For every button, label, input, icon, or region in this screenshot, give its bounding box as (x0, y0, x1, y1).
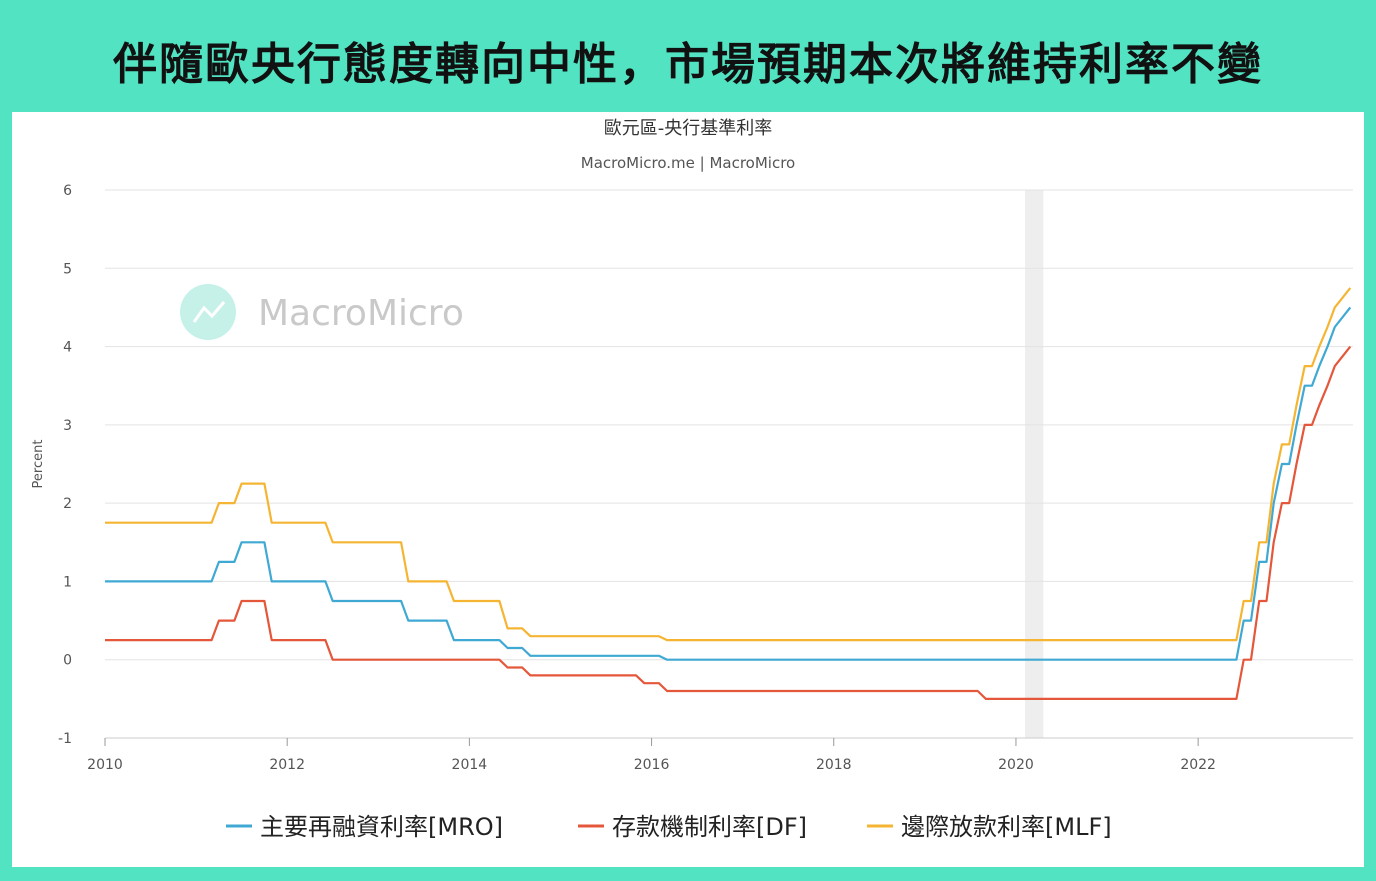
watermark: MacroMicro (180, 284, 464, 340)
legend-label[interactable]: 主要再融資利率[MRO] (260, 813, 503, 841)
y-tick-label: -1 (58, 731, 72, 747)
chart-subtitle: MacroMicro.me | MacroMicro (581, 154, 795, 172)
shaded-period (1025, 190, 1044, 738)
x-tick-label: 2014 (452, 757, 488, 773)
x-tick-label: 2012 (269, 757, 305, 773)
x-tick-label: 2020 (998, 757, 1034, 773)
legend: 主要再融資利率[MRO] 存款機制利率[DF] 邊際放款利率[MLF] (226, 813, 1112, 841)
legend-label[interactable]: 存款機制利率[DF] (612, 813, 807, 841)
y-tick-label: 6 (63, 183, 72, 199)
x-tick-label: 2018 (816, 757, 852, 773)
y-tick-label: 1 (63, 574, 72, 590)
watermark-trend-icon (192, 301, 226, 323)
chart-panel: 歐元區-央行基準利率 MacroMicro.me | MacroMicro Ma… (12, 112, 1364, 867)
headline: 伴隨歐央行態度轉向中性，市場預期本次將維持利率不變 (113, 39, 1263, 90)
y-tick-label: 4 (63, 340, 72, 356)
series-line-2 (105, 287, 1352, 642)
y-tick-label: 2 (63, 496, 72, 512)
legend-label[interactable]: 邊際放款利率[MLF] (901, 813, 1112, 841)
y-tick-label: 5 (63, 261, 72, 277)
y-tick-label: 0 (63, 653, 72, 669)
watermark-text: MacroMicro (258, 293, 464, 334)
chart-title: 歐元區-央行基準利率 (604, 118, 773, 139)
x-tick-label: 2022 (1180, 757, 1216, 773)
chart-svg: 歐元區-央行基準利率 MacroMicro.me | MacroMicro Ma… (31, 118, 1353, 841)
x-tick-label: 2010 (87, 757, 123, 773)
y-tick-label: 3 (63, 418, 72, 434)
series-line-1 (105, 345, 1352, 701)
series-line-0 (105, 306, 1352, 661)
x-tick-label: 2016 (634, 757, 670, 773)
y-axis-label: Percent (31, 440, 46, 489)
